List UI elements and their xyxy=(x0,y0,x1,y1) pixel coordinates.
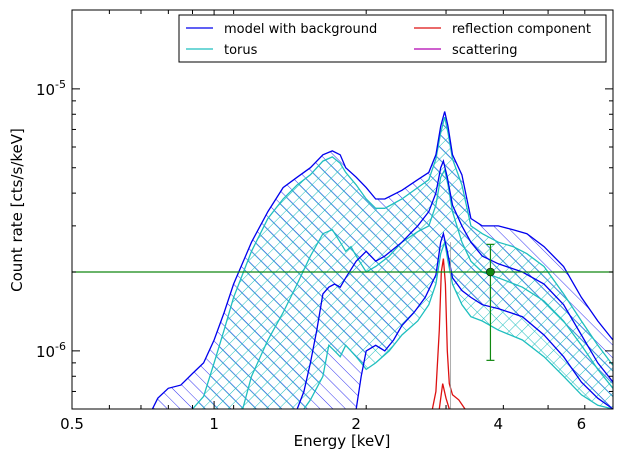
legend-label-model: model with background xyxy=(224,22,377,37)
x-tick-labels: 0.5 1 2 4 6 xyxy=(60,415,586,433)
plot-area xyxy=(71,9,614,410)
y-tick-labels: 10-610-5 xyxy=(36,78,66,361)
torus-line-lower xyxy=(303,239,613,409)
data-layer xyxy=(72,243,613,361)
legend-label-scattering: scattering xyxy=(452,43,518,58)
y-tick-label-base: 10 xyxy=(36,81,55,99)
reflection-line-upper xyxy=(431,258,466,409)
y-tick-label-exponent: -5 xyxy=(55,78,66,91)
model-line-upper xyxy=(151,111,613,409)
torus-band-hatch xyxy=(192,117,613,409)
legend-label-torus: torus xyxy=(224,43,258,58)
legend: model with background torus reflection c… xyxy=(178,14,607,63)
x-axis-title: Energy [keV] xyxy=(294,432,391,450)
torus-line-upper xyxy=(192,116,613,409)
y-axis-title: Count rate [cts/s/keV] xyxy=(8,128,26,292)
data-point xyxy=(486,267,495,277)
x-tick-label: 4 xyxy=(494,415,504,433)
y-tick-label-base: 10 xyxy=(36,343,55,361)
x-tick-label: 0.5 xyxy=(60,415,84,433)
legend-label-reflection: reflection component xyxy=(452,22,591,37)
bands xyxy=(152,111,613,409)
series-lines xyxy=(151,111,613,409)
model-line-lower xyxy=(355,231,613,409)
reflection-line-lower xyxy=(438,383,450,409)
y-tick-label: 10-5 xyxy=(36,78,66,99)
legend-box xyxy=(178,14,607,63)
y-tick-label: 10-6 xyxy=(36,340,66,361)
axis-ticks xyxy=(71,9,613,410)
plot-frame xyxy=(71,9,614,410)
torus-line-mid xyxy=(242,168,613,409)
y-tick-label-exponent: -6 xyxy=(55,340,66,353)
x-tick-label: 2 xyxy=(351,415,361,433)
x-tick-label: 6 xyxy=(577,415,587,433)
x-tick-label: 1 xyxy=(209,415,219,433)
